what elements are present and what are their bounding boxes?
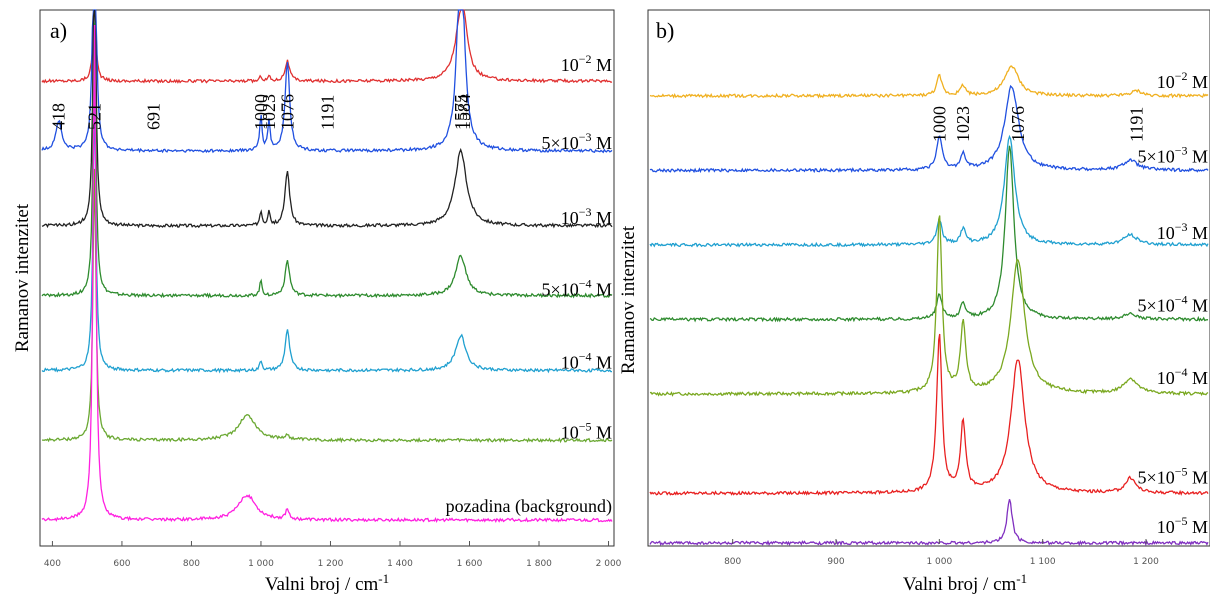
x-tick-label-a-6: 1 600	[457, 559, 483, 569]
panel-a-x-axis-label: Valni broj / cm-1	[265, 571, 389, 595]
series-line-b-0	[649, 65, 1209, 99]
x-tick-label-b-1: 900	[827, 557, 844, 567]
trace-label-b-6: 10−5 M	[1157, 514, 1208, 537]
peak-label-a-5: 1076	[277, 94, 297, 130]
trace-label-a-1: 5×10−3 M	[542, 130, 612, 153]
trace-label-a-5: 10−5 M	[561, 419, 612, 442]
x-tick-label-a-3: 1 000	[248, 559, 274, 569]
peak-label-b-2: 1076	[1008, 106, 1028, 142]
trace-label-b-1: 5×10−3 M	[1138, 143, 1208, 166]
series-line-a-5	[42, 168, 613, 444]
panel-a-series	[41, 9, 613, 524]
series-line-a-2	[41, 9, 613, 229]
panel-b-label: b)	[656, 18, 674, 43]
peak-label-a-2: 691	[144, 103, 164, 130]
series-line-a-1	[41, 9, 613, 154]
trace-label-a-4: 10−4 M	[561, 349, 612, 372]
trace-label-a-6: pozadina (background)	[446, 496, 612, 517]
x-tick-label-b-2: 1 000	[926, 557, 952, 567]
x-tick-label-a-2: 800	[183, 559, 200, 569]
series-line-b-2	[649, 134, 1209, 248]
trace-label-a-0: 10−2 M	[561, 52, 612, 75]
x-tick-label-a-4: 1 200	[318, 559, 344, 569]
series-line-a-0	[41, 9, 613, 84]
series-line-b-5	[649, 333, 1209, 496]
panel-a-x-ticks: 400 600 800 1 000 1 200 1 400 1 600 1 800 2 000	[44, 541, 622, 569]
panel-b-y-axis-label: Ramanov intenzitet	[618, 225, 639, 374]
trace-label-b-2: 10−3 M	[1157, 220, 1208, 243]
peak-label-b-3: 1191	[1127, 107, 1147, 142]
panel-a: a) Valni broj / cm-1 Ramanov intenzitet …	[12, 9, 622, 595]
x-tick-label-a-7: 1 800	[526, 559, 552, 569]
panel-b-trace-labels: 10−2 M 5×10−3 M 10−3 M 5×10−4 M 10−4 M 5×10−5…	[1138, 69, 1208, 537]
peak-label-a-0: 418	[49, 103, 69, 130]
panel-b-peak-labels: 1000 1023 1076 1191	[929, 106, 1146, 142]
peak-label-b-1: 1023	[953, 106, 973, 142]
peak-label-a-6: 1191	[317, 95, 337, 130]
panel-a-trace-labels: 10−2 M 5×10−3 M 10−3 M 5×10−4 M 10−4 M 10−5 M…	[446, 52, 612, 517]
panel-b-series	[649, 65, 1209, 547]
peak-label-a-8: 1584	[454, 94, 474, 130]
trace-label-a-3: 5×10−4 M	[542, 277, 612, 300]
series-line-a-3	[41, 22, 613, 299]
x-tick-label-b-4: 1 200	[1133, 557, 1159, 567]
peak-label-b-0: 1000	[929, 106, 949, 142]
series-line-b-4	[649, 215, 1209, 397]
x-tick-label-a-1: 600	[113, 559, 130, 569]
panel-b-x-ticks: 800 900 1 000 1 100 1 200	[724, 539, 1159, 567]
x-tick-label-a-8: 2 000	[596, 559, 622, 569]
trace-label-a-2: 10−3 M	[561, 205, 612, 228]
trace-label-b-4: 10−4 M	[1157, 365, 1208, 388]
series-line-b-1	[649, 84, 1209, 174]
x-tick-label-a-5: 1 400	[387, 559, 413, 569]
panel-a-frame	[39, 9, 615, 547]
panel-b-x-axis-label: Valni broj / cm-1	[903, 571, 1027, 595]
panel-a-y-axis-label: Ramanov intenzitet	[12, 203, 33, 352]
x-tick-label-b-0: 800	[724, 557, 741, 567]
series-line-b-6	[649, 499, 1209, 547]
trace-label-b-5: 5×10−5 M	[1138, 464, 1208, 487]
panel-b: b) Valni broj / cm-1 Ramanov intenzitet …	[618, 9, 1210, 595]
peak-label-a-4: 1023	[259, 94, 279, 130]
series-line-a-6	[41, 24, 613, 524]
trace-label-b-0: 10−2 M	[1157, 69, 1208, 92]
x-tick-label-b-3: 1 100	[1030, 557, 1056, 567]
peak-label-a-3: 1000	[251, 94, 271, 130]
x-tick-label-a-0: 400	[44, 559, 61, 569]
peak-label-a-1: 521	[84, 103, 104, 130]
panel-b-frame	[647, 9, 1210, 547]
series-line-a-4	[41, 96, 612, 374]
peak-label-a-7: 1575	[451, 94, 471, 130]
series-line-b-3	[649, 145, 1209, 323]
trace-label-b-3: 5×10−4 M	[1138, 292, 1208, 315]
panel-a-label: a)	[50, 18, 67, 43]
